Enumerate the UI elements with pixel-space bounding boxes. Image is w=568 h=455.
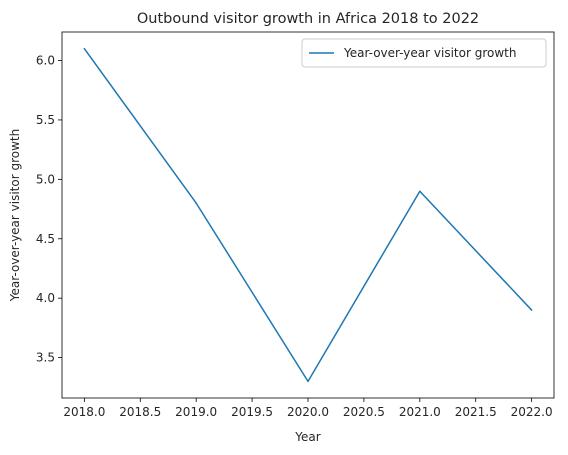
legend: Year-over-year visitor growth [301,38,547,68]
y-axis-title: Year-over-year visitor growth [8,129,22,302]
data-point [307,380,309,383]
y-axis: 3.5 4.0 4.5 5.0 5.5 6.0 [36,54,62,365]
data-point [83,47,86,50]
chart-title: Outbound visitor growth in Africa 2018 t… [137,11,479,27]
x-tick-label: 2020.5 [343,405,385,419]
data-point [195,202,197,204]
y-tick-label: 4.0 [36,291,55,305]
x-tick-label: 2021.0 [399,405,441,419]
x-axis: 2018.0 2018.5 2019.0 2019.5 2020.0 2020.5 2021… [63,398,553,419]
x-axis-title: Year [294,430,320,444]
y-tick-label: 6.0 [36,54,55,68]
y-tick-label: 5.0 [36,172,55,186]
data-points [83,47,533,383]
x-tick-label: 2019.5 [231,405,273,419]
x-tick-label: 2019.0 [175,405,217,419]
x-tick-label: 2020.0 [287,405,329,419]
x-tick-label: 2018.0 [63,405,105,419]
x-tick-label: 2018.5 [119,405,161,419]
data-point [530,309,533,311]
data-point [419,190,421,192]
x-tick-label: 2021.5 [455,405,497,419]
y-tick-label: 5.5 [36,113,55,127]
legend-box [301,38,547,68]
plot-area [61,31,555,399]
y-tick-label: 4.5 [36,232,55,246]
y-tick-label: 3.5 [36,351,55,365]
legend-label: Year-over-year visitor growth [343,46,516,60]
x-tick-label: 2022.0 [511,405,553,419]
